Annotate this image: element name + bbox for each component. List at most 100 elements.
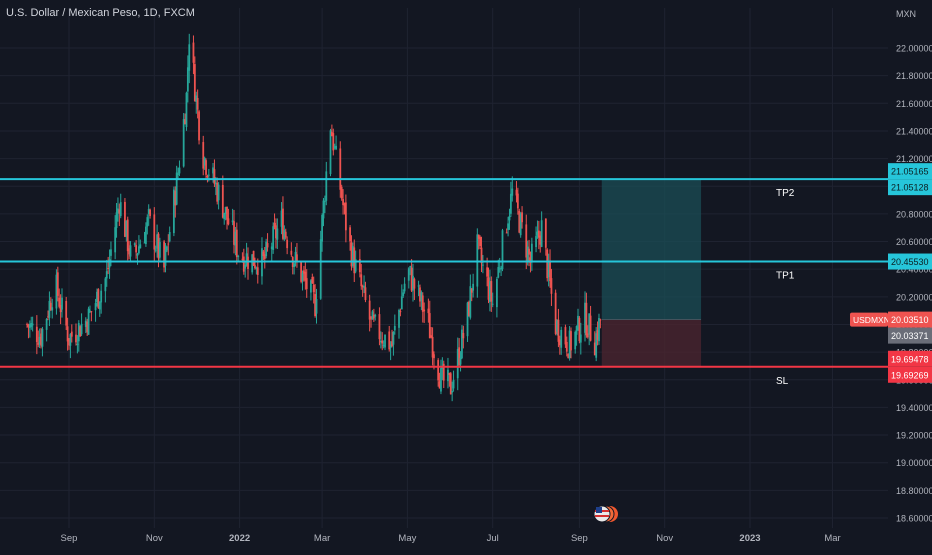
candle-body — [480, 247, 483, 264]
candle-body — [371, 311, 374, 320]
candle-body — [38, 336, 41, 345]
candle-body — [165, 246, 168, 251]
candle-body — [105, 271, 108, 279]
candle-body — [178, 167, 181, 174]
candle-body — [315, 298, 318, 314]
candle-body — [372, 314, 375, 319]
price-tick-label: 21.60000 — [896, 99, 932, 109]
price-tick-label: 20.80000 — [896, 209, 932, 219]
candle-body — [479, 237, 482, 247]
us-flag-events-icon[interactable] — [593, 505, 618, 523]
candle-body — [275, 225, 277, 239]
candle-body — [391, 341, 393, 346]
candle-body — [368, 300, 371, 320]
candle-body — [172, 189, 175, 234]
candle-body — [128, 248, 131, 255]
candle-body — [118, 209, 121, 214]
candle-body — [451, 391, 454, 393]
candle-body — [511, 188, 514, 196]
candle-body — [126, 219, 129, 252]
candle-body — [188, 44, 191, 71]
candle-body — [252, 250, 255, 266]
candle-body — [212, 167, 214, 174]
candle-body — [417, 285, 420, 287]
candle-body — [507, 223, 509, 230]
candle-body — [262, 251, 265, 257]
candle-body — [382, 344, 385, 346]
candle-body — [515, 189, 518, 196]
candle-body — [595, 333, 598, 358]
price-tick-label: 19.20000 — [896, 431, 932, 441]
candle-body — [486, 267, 489, 277]
candle-body — [403, 283, 406, 292]
candle-body — [282, 208, 284, 239]
candle-body — [245, 253, 248, 266]
candle-body — [574, 331, 577, 350]
price-tick-label: 18.80000 — [896, 486, 932, 496]
candle-body — [388, 331, 391, 350]
candle-body — [584, 302, 586, 333]
candle-body — [75, 334, 77, 343]
candle-body — [596, 330, 599, 340]
time-tick-label: Mar — [824, 533, 840, 544]
candle-body — [360, 274, 363, 287]
candle-body — [547, 261, 550, 278]
symbol-title: U.S. Dollar / Mexican Peso, 1D, FXCM — [6, 7, 195, 19]
candle-body — [69, 334, 72, 346]
candle-body — [104, 278, 107, 292]
candle-body — [301, 272, 304, 281]
candle-body — [280, 210, 283, 227]
candle-body — [495, 278, 498, 308]
candle-body — [322, 200, 325, 219]
candle-body — [490, 281, 493, 302]
candle-body — [198, 111, 200, 141]
candle-body — [224, 207, 227, 215]
time-tick-label: Mar — [314, 533, 330, 544]
candle-body — [79, 326, 82, 337]
candle-body — [518, 211, 521, 233]
candle-body — [412, 275, 414, 291]
candle-body — [477, 234, 480, 239]
price-tag-text: 20.45530 — [891, 257, 929, 267]
candle-body — [108, 259, 111, 268]
candle-body — [26, 324, 28, 326]
candle-body — [87, 308, 90, 335]
candle-body — [321, 214, 324, 242]
candle-body — [335, 145, 337, 150]
candle-body — [138, 246, 140, 254]
candle-body — [487, 277, 490, 300]
price-tag-tp2 — [888, 179, 932, 196]
candle-body — [276, 228, 279, 240]
price-tick-label: 18.60000 — [896, 514, 932, 524]
candle-body — [217, 184, 220, 201]
candle-body — [55, 274, 58, 309]
time-tick-label: Nov — [656, 533, 673, 544]
price-tick-label: 20.40000 — [896, 265, 932, 275]
price-tag-text: 21.05165 — [891, 167, 929, 177]
candle-body — [145, 226, 147, 245]
candle-body — [304, 271, 307, 281]
candle-body — [350, 242, 353, 267]
candle-body — [410, 267, 413, 291]
candle-body — [468, 301, 470, 316]
candle-body — [370, 316, 372, 318]
time-tick-label: 2022 — [229, 533, 250, 544]
candle-body — [535, 236, 537, 248]
candle-body — [241, 258, 244, 260]
candle-body — [482, 264, 484, 266]
candle-body — [440, 368, 442, 392]
candle-body — [325, 171, 328, 201]
candle-body — [342, 199, 344, 206]
candle-body — [135, 245, 138, 253]
candle-body — [139, 244, 142, 249]
last-price-text: 20.03510 — [891, 315, 929, 325]
candle-body — [340, 186, 343, 199]
candle-body — [427, 308, 430, 314]
candle-body — [235, 229, 238, 258]
candle-body — [80, 323, 83, 335]
candle-body — [461, 329, 463, 359]
candle-body — [558, 339, 561, 346]
candle-body — [133, 243, 136, 245]
